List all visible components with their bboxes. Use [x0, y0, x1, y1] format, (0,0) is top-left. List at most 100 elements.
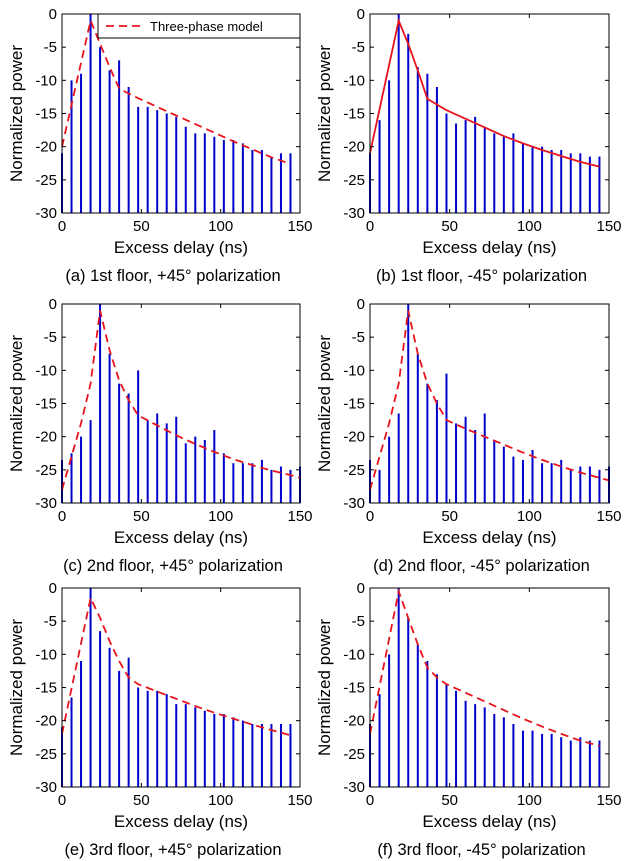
x-tick-label: 0: [58, 508, 66, 525]
y-tick-label: -15: [35, 680, 57, 697]
model-curve: [369, 310, 610, 490]
x-tick-label: 50: [133, 792, 150, 809]
y-tick-label: -25: [35, 172, 57, 189]
y-axis-label: Normalized power: [315, 335, 334, 472]
x-axis-label: Excess delay (ns): [422, 528, 556, 547]
y-tick-label: -10: [343, 362, 365, 379]
y-tick-label: -5: [352, 39, 365, 56]
y-axis-label: Normalized power: [315, 45, 334, 182]
x-axis-label: Excess delay (ns): [422, 812, 556, 831]
y-tick-label: -10: [35, 646, 57, 663]
y-tick-label: -25: [343, 746, 365, 763]
x-tick-label: 0: [58, 218, 66, 235]
panel-caption: (c) 2nd floor, +45° polarization: [63, 557, 283, 575]
axes-box: [369, 587, 610, 788]
legend: Three-phase model: [97, 13, 301, 39]
panel-caption: (f) 3rd floor, -45° polarization: [377, 841, 585, 859]
panel-caption: (e) 3rd floor, +45° polarization: [64, 841, 281, 859]
y-tick-label: -25: [343, 462, 365, 479]
y-tick-label: -20: [35, 713, 57, 730]
model-curve: [61, 310, 301, 490]
y-tick-label: -15: [343, 680, 365, 697]
x-tick-label: 100: [517, 508, 542, 525]
y-tick-label: -30: [35, 495, 57, 512]
x-tick-label: 150: [287, 792, 312, 809]
x-tick-label: 150: [287, 508, 312, 525]
x-tick-label: 50: [441, 508, 458, 525]
y-tick-label: -5: [44, 39, 57, 56]
y-tick-label: -5: [352, 613, 365, 630]
x-axis-label: Excess delay (ns): [114, 528, 248, 547]
x-axis-label: Excess delay (ns): [422, 238, 556, 257]
axes-box: [61, 13, 301, 214]
y-tick-label: -25: [35, 746, 57, 763]
y-tick-label: -20: [35, 139, 57, 156]
y-tick-label: -10: [343, 646, 365, 663]
x-tick-label: 150: [596, 792, 621, 809]
y-tick-label: 0: [357, 296, 365, 313]
model-curve: [61, 17, 291, 165]
y-tick-label: -20: [343, 139, 365, 156]
x-tick-label: 100: [208, 508, 233, 525]
y-axis-label: Normalized power: [315, 619, 334, 756]
y-tick-label: -20: [35, 429, 57, 446]
y-tick-label: -30: [343, 495, 365, 512]
y-tick-label: 0: [357, 6, 365, 23]
x-tick-label: 100: [517, 792, 542, 809]
model-curve: [369, 17, 600, 168]
x-tick-label: 150: [287, 218, 312, 235]
y-tick-label: -25: [35, 462, 57, 479]
y-tick-label: -30: [35, 205, 57, 222]
y-tick-label: -15: [35, 106, 57, 123]
x-tick-label: 50: [133, 508, 150, 525]
y-tick-label: -15: [343, 396, 365, 413]
y-tick-label: 0: [357, 580, 365, 597]
y-tick-label: -30: [35, 779, 57, 796]
y-tick-label: -15: [35, 396, 57, 413]
x-tick-label: 150: [596, 218, 621, 235]
y-tick-label: -10: [343, 72, 365, 89]
x-tick-label: 0: [366, 218, 374, 235]
x-tick-label: 50: [133, 218, 150, 235]
y-tick-label: 0: [49, 580, 57, 597]
model-curve: [61, 595, 291, 737]
y-tick-label: -30: [343, 779, 365, 796]
x-tick-label: 150: [596, 508, 621, 525]
y-axis-label: Normalized power: [7, 335, 26, 472]
model-curve: [369, 587, 600, 747]
y-tick-label: -20: [343, 429, 365, 446]
y-tick-label: -5: [352, 329, 365, 346]
y-tick-label: -25: [343, 172, 365, 189]
x-axis-label: Excess delay (ns): [114, 812, 248, 831]
x-tick-label: 0: [366, 508, 374, 525]
x-axis-label: Excess delay (ns): [114, 238, 248, 257]
axes-box: [61, 587, 301, 788]
legend-box: [97, 13, 301, 39]
y-tick-label: -30: [343, 205, 365, 222]
y-tick-label: -15: [343, 106, 365, 123]
y-tick-label: 0: [49, 296, 57, 313]
panel-caption: (b) 1st floor, -45° polarization: [376, 267, 587, 285]
y-tick-label: -5: [44, 329, 57, 346]
x-tick-label: 0: [58, 792, 66, 809]
x-tick-label: 0: [366, 792, 374, 809]
y-tick-label: 0: [49, 6, 57, 23]
panel-caption: (d) 2nd floor, -45° polarization: [373, 557, 590, 575]
legend-label: Three-phase model: [150, 19, 263, 34]
x-tick-label: 50: [441, 792, 458, 809]
x-tick-label: 100: [208, 792, 233, 809]
y-tick-label: -5: [44, 613, 57, 630]
y-tick-label: -20: [343, 713, 365, 730]
y-tick-label: -10: [35, 362, 57, 379]
y-tick-label: -10: [35, 72, 57, 89]
y-axis-label: Normalized power: [7, 619, 26, 756]
x-tick-label: 100: [517, 218, 542, 235]
x-tick-label: 100: [208, 218, 233, 235]
axes-box: [369, 13, 610, 214]
